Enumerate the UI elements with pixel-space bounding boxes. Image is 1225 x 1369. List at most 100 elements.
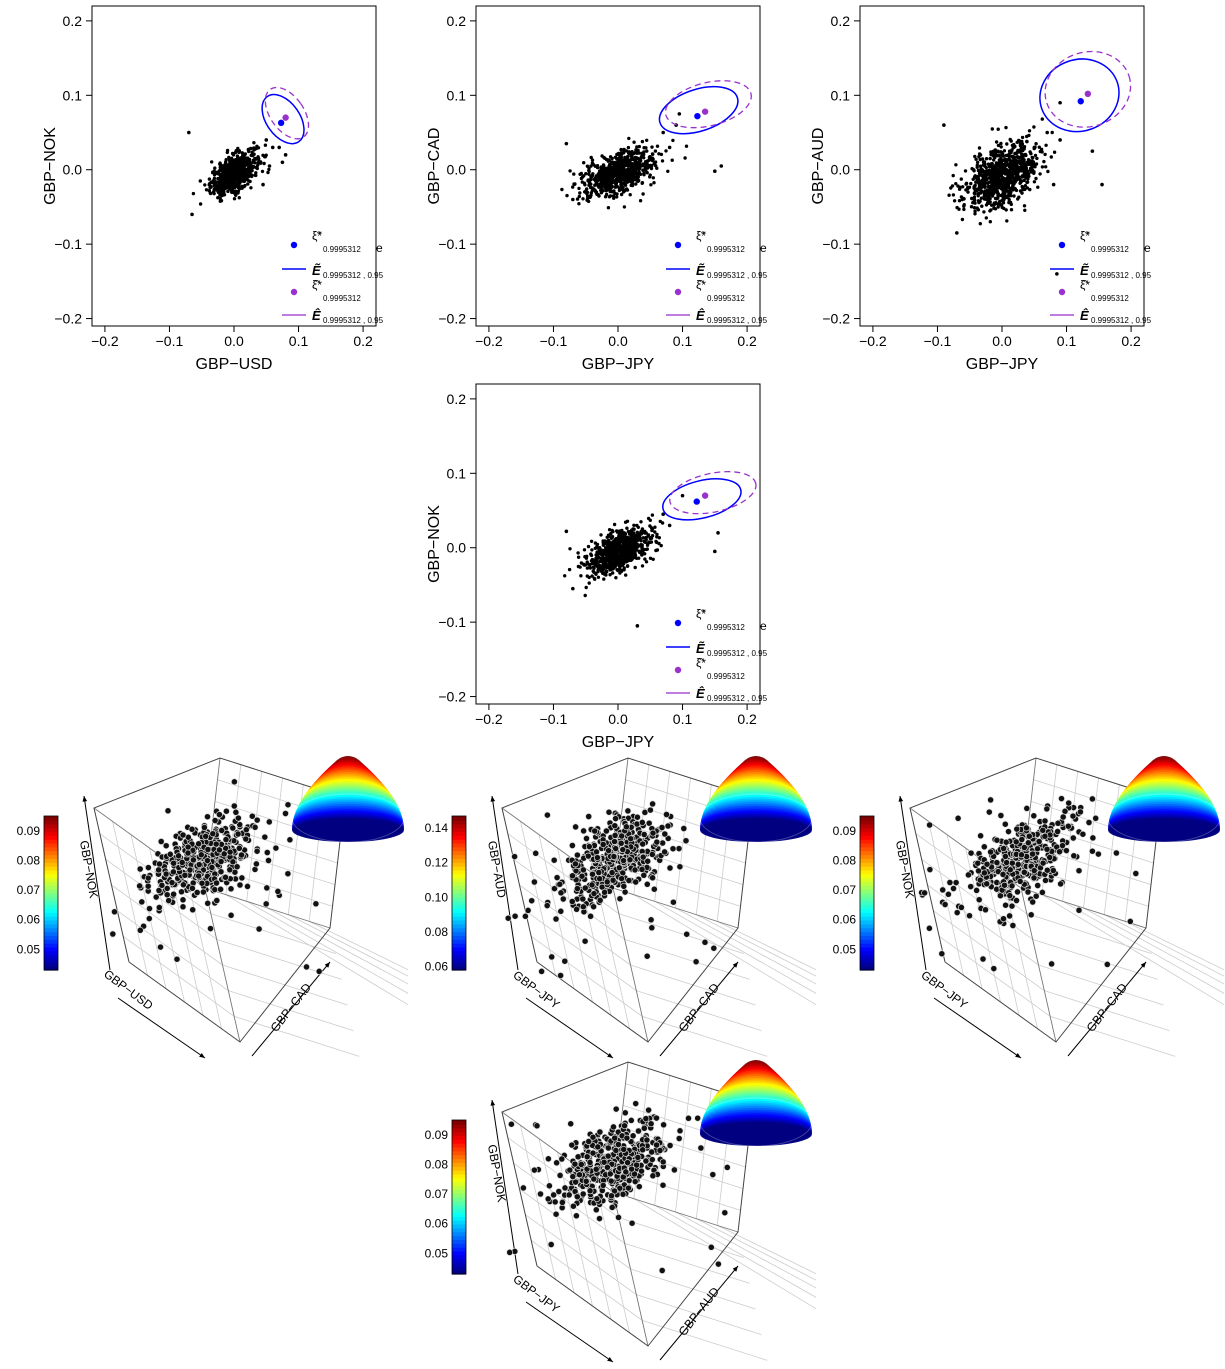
data-point: [614, 182, 617, 185]
data-point: [261, 183, 265, 187]
data-point: [595, 174, 598, 177]
colorbar-band: [860, 955, 874, 959]
data-point: [999, 173, 1002, 176]
data-point: [580, 904, 586, 910]
grid-line: [521, 821, 556, 975]
y-axis-label: GBP−AUD: [676, 1284, 723, 1338]
data-point: [228, 166, 231, 169]
data-point: [233, 809, 239, 815]
box-edge: [205, 888, 330, 928]
data-point: [568, 547, 571, 550]
data-point: [1024, 805, 1030, 811]
grid-line: [309, 921, 408, 1060]
data-point: [999, 142, 1002, 145]
legend-hat-point: [291, 289, 297, 295]
grid-line: [1125, 921, 1224, 1060]
x-tick-label: −0.1: [924, 333, 952, 349]
data-point: [607, 206, 610, 209]
data-point: [683, 838, 689, 844]
data-point: [988, 200, 991, 203]
colorbar-band: [860, 828, 874, 832]
legend-xi-hat-sub: 0.9995312: [707, 294, 745, 303]
data-point: [613, 816, 619, 822]
data-point: [628, 177, 631, 180]
data-point: [611, 530, 614, 533]
data-point: [940, 887, 946, 893]
data-point: [618, 568, 621, 571]
hat-ellipse: [257, 80, 318, 147]
y-tick-label: −0.1: [822, 236, 850, 252]
y-tick-label: 0.0: [831, 162, 851, 178]
data-point: [651, 886, 657, 892]
data-point: [592, 828, 598, 834]
data-point: [231, 779, 237, 785]
data-point: [522, 913, 528, 919]
data-point: [955, 206, 958, 209]
data-point: [242, 165, 245, 168]
data-point: [264, 138, 268, 142]
data-point: [624, 184, 627, 187]
colorbar-band: [44, 881, 58, 885]
data-point: [578, 173, 581, 176]
data-point: [623, 547, 626, 550]
data-point: [615, 153, 618, 156]
data-point: [977, 199, 980, 202]
colorbar-band: [44, 839, 58, 843]
data-point: [642, 531, 645, 534]
colorbar-band: [44, 912, 58, 916]
data-point: [602, 189, 605, 192]
data-point: [1002, 207, 1005, 210]
data-point: [634, 545, 637, 548]
data-point: [596, 570, 599, 573]
colorbar-band: [860, 951, 874, 955]
colorbar-band: [44, 924, 58, 928]
colorbar-band: [860, 897, 874, 901]
data-point: [1015, 189, 1018, 192]
data-point: [942, 901, 948, 907]
legend-xi-hat: ξ̂*: [1080, 278, 1090, 292]
data-point: [1090, 835, 1096, 841]
colorbar-tick-label: 0.05: [17, 942, 41, 956]
data-point: [985, 157, 988, 160]
data-point: [252, 141, 255, 144]
data-point: [995, 140, 998, 143]
legend-xi-tilde: ξ̃*: [1080, 229, 1090, 243]
data-point: [163, 871, 169, 877]
colorbar-band: [44, 893, 58, 897]
data-point: [600, 154, 603, 157]
colorbar-band: [860, 962, 874, 966]
data-point: [630, 162, 633, 165]
data-point: [1047, 854, 1053, 860]
colorbar-band: [452, 905, 466, 909]
data-point: [657, 152, 660, 155]
z-axis-label: GBP−NOK: [77, 839, 101, 899]
data-point: [1009, 168, 1012, 171]
data-point: [979, 222, 982, 225]
data-point: [992, 182, 995, 185]
data-point: [646, 544, 649, 547]
data-point: [969, 182, 972, 185]
data-point: [1011, 184, 1014, 187]
x-tick-label: 0.1: [673, 711, 693, 727]
data-point: [987, 197, 990, 200]
data-point: [585, 555, 588, 558]
data-point: [922, 890, 928, 896]
tilde-point: [694, 498, 700, 504]
colorbar-tick-label: 0.05: [833, 942, 857, 956]
colorbar-tick-label: 0.10: [425, 890, 449, 904]
data-point: [594, 855, 600, 861]
data-point: [653, 162, 656, 165]
colorbar-band: [44, 870, 58, 874]
data-point: [264, 849, 270, 855]
data-point: [254, 171, 257, 174]
data-point: [145, 875, 151, 881]
data-point: [216, 847, 222, 853]
data-point: [199, 179, 202, 182]
y-tick-label: 0.0: [447, 162, 467, 178]
data-point: [529, 898, 535, 904]
data-point: [223, 163, 226, 166]
data-point: [614, 186, 617, 189]
colorbar-band: [860, 885, 874, 889]
data-point: [952, 193, 955, 196]
